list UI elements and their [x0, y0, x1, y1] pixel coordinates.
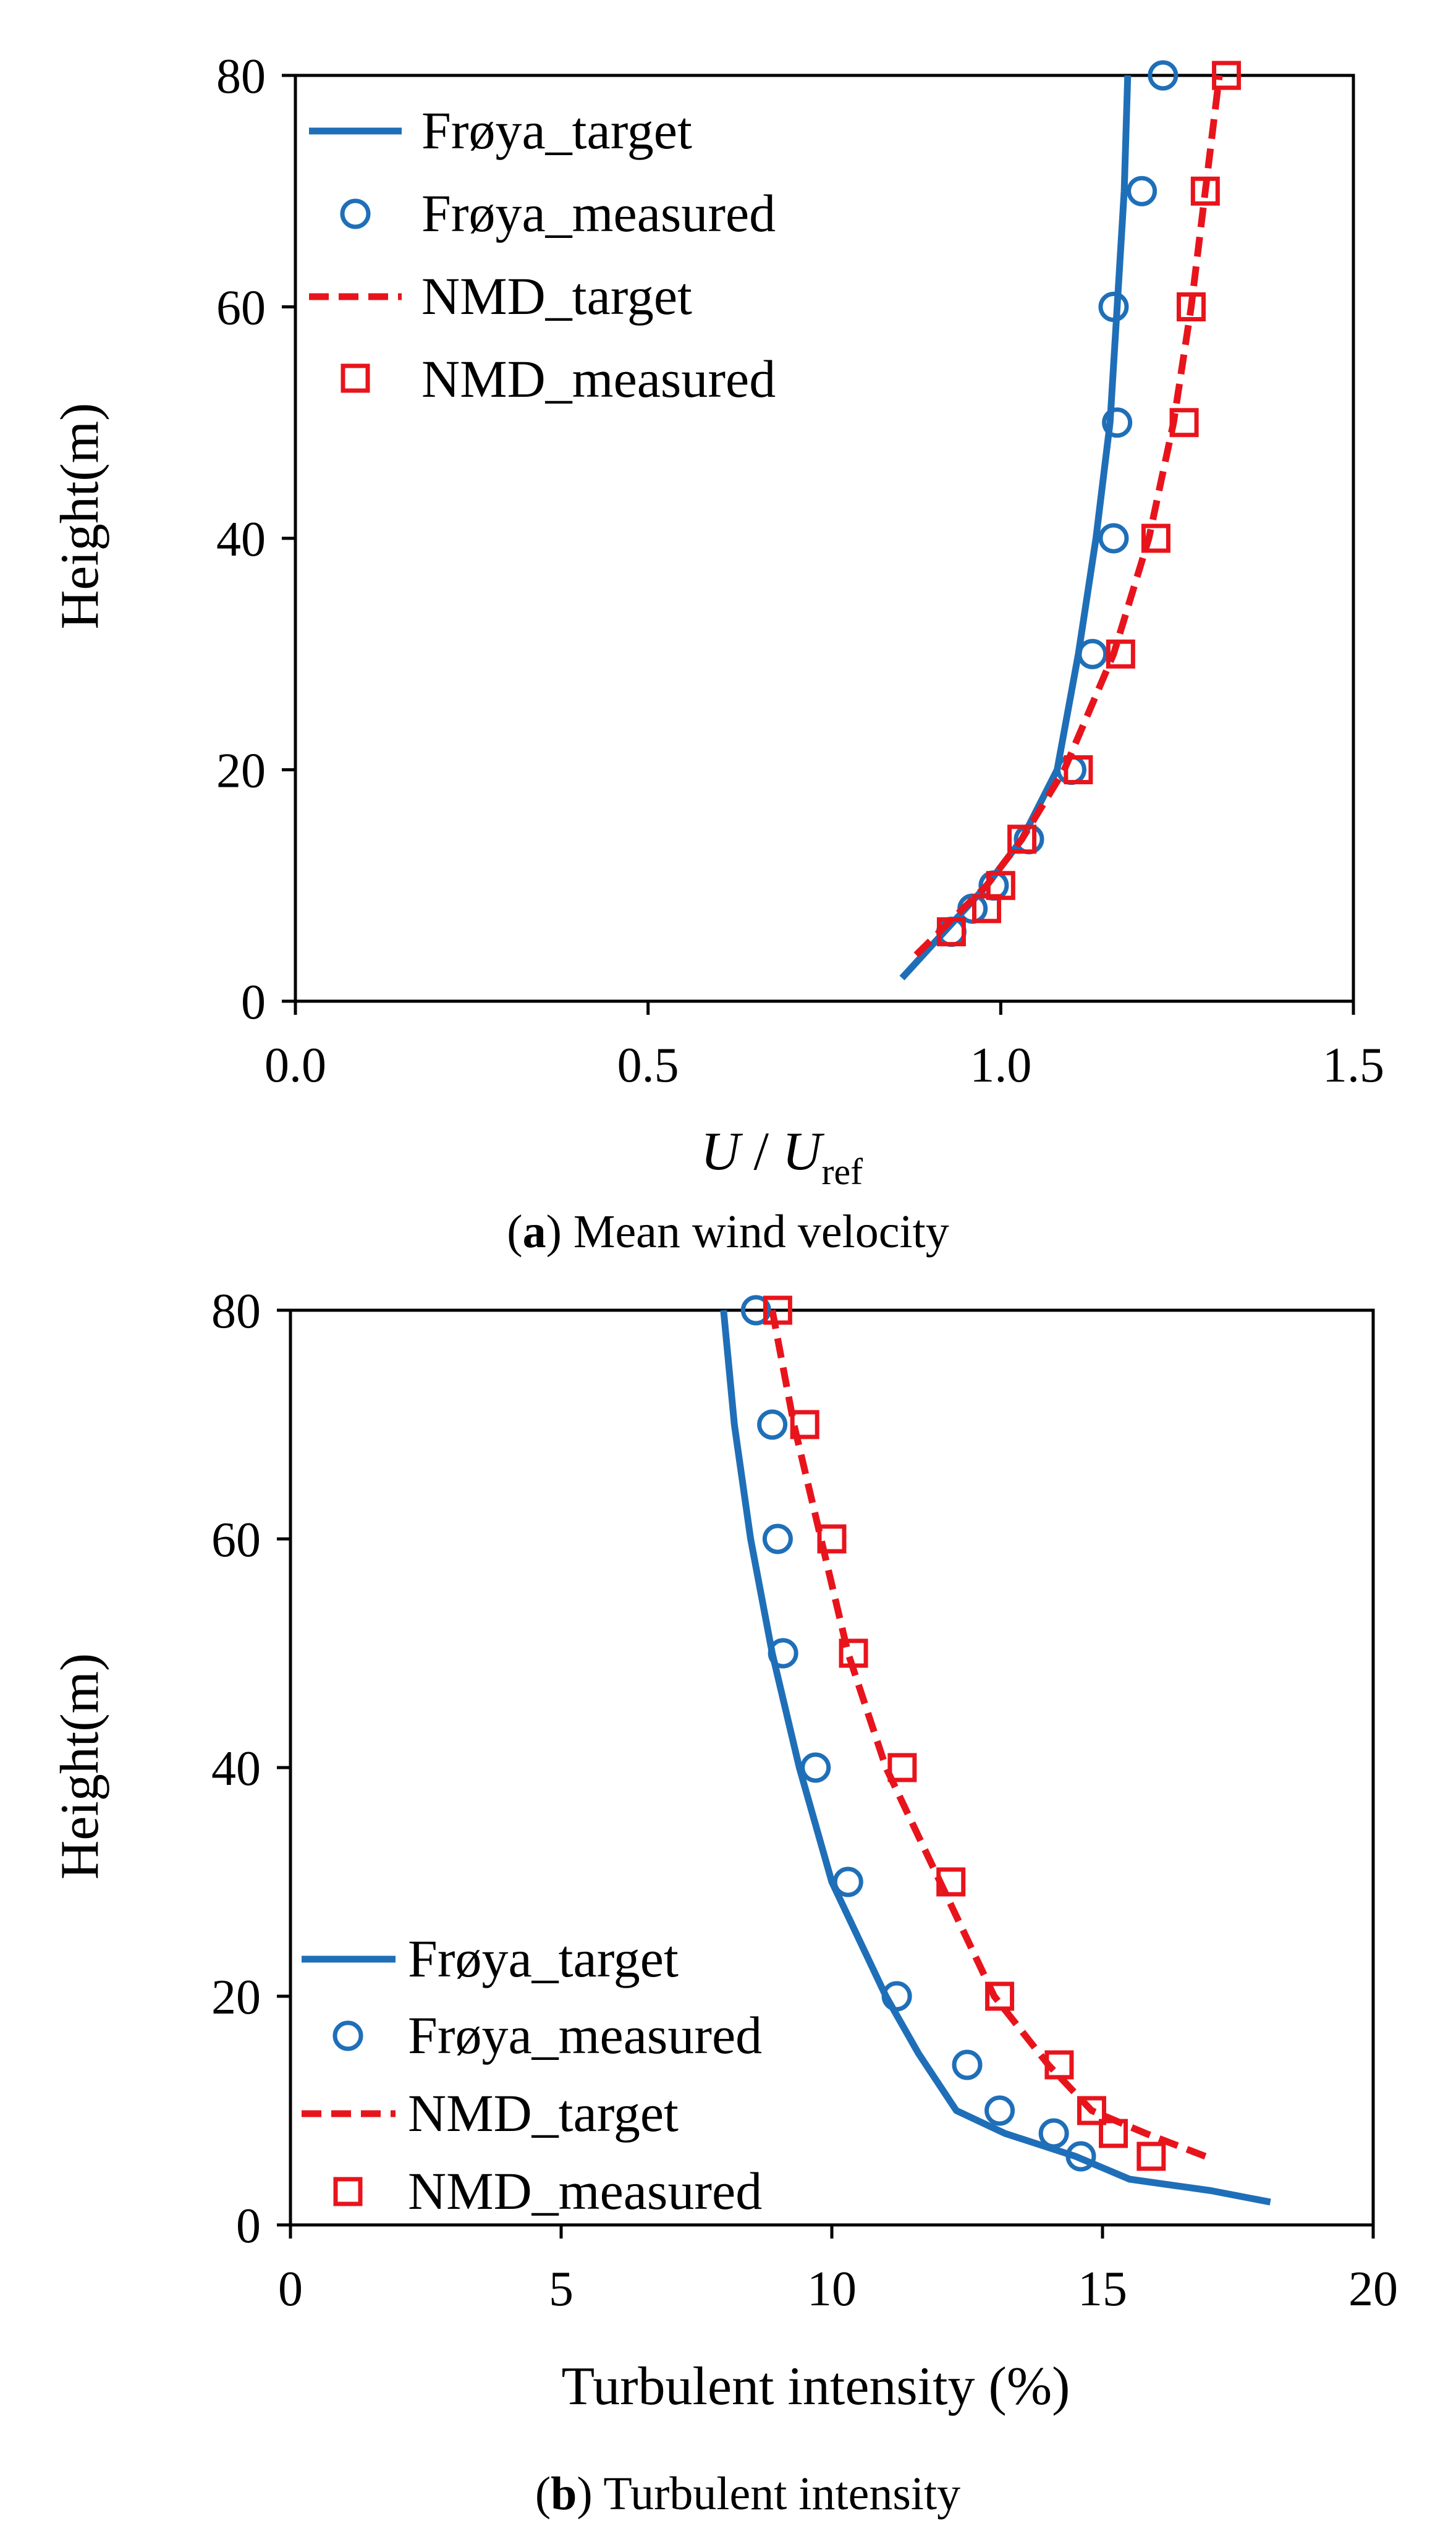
legend-label-froya-measured: Frøya_measured [421, 184, 776, 243]
panel-b-y-axis-label: Height(m) [50, 1653, 110, 1880]
y-tick-label: 80 [216, 49, 266, 104]
data-point-fr-ya-measured [768, 1638, 798, 1669]
panel-a-legend: Frøya_target Frøya_measured NMD_target N… [309, 101, 776, 409]
panel-a-y-axis-label: Height(m) [50, 403, 110, 630]
y-tick-label: 20 [211, 1970, 261, 2025]
x-tick-label: 1.0 [970, 1038, 1031, 1093]
data-point-nmd-measured [1106, 639, 1135, 669]
data-point-fr-ya-measured [1038, 2118, 1069, 2149]
y-tick-label: 60 [211, 1513, 261, 1567]
data-point-nmd-measured [1176, 292, 1206, 321]
data-point-fr-ya-measured [757, 1409, 788, 1440]
y-tick-label: 0 [236, 2199, 261, 2253]
data-point-nmd-measured [887, 1753, 917, 1782]
data-point-fr-ya-measured [832, 1866, 863, 1897]
data-point-nmd-measured [1136, 2141, 1166, 2171]
x-tick-label: 1.5 [1323, 1038, 1384, 1093]
panel-a-x-axis-label: U / Uref [701, 1122, 863, 1192]
y-tick-label: 20 [216, 744, 266, 799]
legend-marker-nmd-measured [333, 2177, 363, 2206]
data-point-fr-ya-measured [1127, 176, 1158, 206]
data-point-nmd-measured [1099, 2119, 1128, 2148]
data-point-fr-ya-measured [952, 2049, 983, 2080]
legend-marker-froya-measured [332, 2020, 363, 2051]
data-point-fr-ya-measured [1098, 523, 1129, 554]
data-point-nmd-measured [936, 1867, 966, 1897]
x-tick-label: 0 [278, 2262, 303, 2316]
panel-a-caption: (a) Mean wind velocity [507, 1206, 949, 1258]
panel-b-turbulent-intensity: 0 5 10 15 20 0 20 40 60 80 Height(m) Turbulent in… [50, 1284, 1398, 2520]
legend-label-nmd-target: NMD_target [421, 266, 692, 326]
legend-label-froya-target: Frøya_target [408, 1929, 679, 1988]
panel-b-caption: (b) Turbulent intensity [535, 2468, 960, 2520]
data-point-nmd-measured [1077, 2096, 1106, 2125]
panel-a-series [899, 60, 1242, 981]
data-point-nmd-measured [1169, 408, 1199, 438]
legend-marker-froya-measured [340, 198, 371, 229]
panel-b-legend: Frøya_target Frøya_measured NMD_target N… [302, 1929, 762, 2221]
x-tick-label: 20 [1348, 2262, 1398, 2316]
legend-label-nmd-target: NMD_target [408, 2083, 679, 2143]
data-point-nmd-measured [763, 1295, 792, 1325]
panel-a-axes [282, 74, 1355, 1015]
panel-b-series [720, 1295, 1271, 2206]
data-point-nmd-measured [1212, 61, 1242, 90]
panel-b-tick-labels: 0 5 10 15 20 0 20 40 60 80 [211, 1284, 1398, 2316]
data-point-nmd-measured [817, 1524, 847, 1554]
y-tick-label: 80 [211, 1284, 261, 1339]
data-point-nmd-measured [1064, 755, 1093, 784]
data-point-nmd-measured [1007, 824, 1037, 854]
data-point-fr-ya-measured [740, 1295, 771, 1326]
x-tick-label: 15 [1078, 2262, 1127, 2316]
data-point-fr-ya-measured [1148, 60, 1179, 91]
data-point-nmd-measured [1044, 2050, 1074, 2080]
legend-marker-nmd-measured [341, 363, 370, 393]
series-line-fr-ya-target [720, 1310, 1271, 2206]
data-point-nmd-measured [1190, 176, 1220, 206]
series-line-nmd-target [913, 75, 1223, 958]
y-tick-label: 40 [211, 1742, 261, 1796]
data-point-fr-ya-measured [1102, 407, 1133, 438]
data-point-fr-ya-measured [1077, 638, 1108, 669]
panel-b-x-axis-label: Turbulent intensity (%) [562, 2357, 1070, 2417]
data-point-fr-ya-measured [1065, 2141, 1096, 2172]
data-point-fr-ya-measured [984, 2095, 1015, 2126]
data-point-fr-ya-measured [881, 1981, 912, 2012]
data-point-fr-ya-measured [762, 1523, 793, 1554]
data-point-nmd-measured [986, 871, 1015, 900]
panel-b-axes [277, 1308, 1375, 2239]
x-tick-label: 0.0 [265, 1038, 326, 1093]
legend-label-froya-measured: Frøya_measured [408, 2006, 762, 2065]
y-tick-label: 40 [216, 512, 266, 567]
legend-label-nmd-measured: NMD_measured [408, 2161, 762, 2221]
panel-a-mean-wind-velocity: 0.0 0.5 1.0 1.5 0 20 40 60 80 Height(m) U / Uref… [50, 49, 1384, 1258]
data-point-nmd-measured [839, 1638, 868, 1668]
data-point-nmd-measured [985, 1981, 1015, 2011]
data-point-fr-ya-measured [800, 1752, 831, 1783]
legend-label-froya-target: Frøya_target [421, 101, 692, 160]
data-point-nmd-measured [1141, 523, 1170, 553]
panel-a-tick-labels: 0.0 0.5 1.0 1.5 0 20 40 60 80 [216, 49, 1384, 1093]
data-point-nmd-measured [790, 1410, 819, 1439]
series-line-nmd-target [769, 1309, 1207, 2160]
data-point-fr-ya-measured [1098, 292, 1129, 322]
legend-label-nmd-measured: NMD_measured [421, 349, 776, 409]
y-tick-label: 60 [216, 281, 266, 336]
x-tick-label: 5 [549, 2262, 574, 2316]
x-tick-label: 0.5 [617, 1038, 679, 1093]
y-tick-label: 0 [241, 975, 266, 1030]
data-point-nmd-measured [936, 917, 966, 947]
x-tick-label: 10 [807, 2262, 857, 2316]
